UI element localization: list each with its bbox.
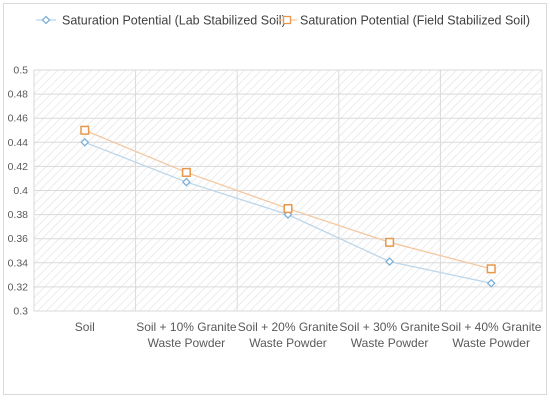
y-tick-label: 0.4 xyxy=(13,185,28,197)
data-point-diamond xyxy=(181,177,191,187)
x-category-label-line: Soil + 30% Granite xyxy=(339,320,440,334)
y-tick-label: 0.44 xyxy=(8,137,29,149)
y-tick-label: 0.42 xyxy=(8,161,29,173)
legend-item-field: Saturation Potential (Field Stabilized S… xyxy=(277,14,530,28)
legend-label-lab: Saturation Potential (Lab Stabilized Soi… xyxy=(62,14,286,28)
data-point-square xyxy=(80,125,90,135)
horizontal-gridlines xyxy=(34,69,542,312)
x-category-label: Soil + 40% Granite Waste Powder xyxy=(441,320,542,350)
legend-label-field: Saturation Potential (Field Stabilized S… xyxy=(300,14,530,28)
x-category-label-line: Soil + 20% Granite xyxy=(238,320,339,334)
x-category-label-line: Waste Powder xyxy=(148,336,226,350)
x-category-label: Soil + 20% Granite Waste Powder xyxy=(238,320,339,350)
y-tick-label: 0.48 xyxy=(8,89,29,101)
series-layer xyxy=(80,125,496,288)
x-category-label-line: Waste Powder xyxy=(452,336,530,350)
x-category-label-line: Waste Powder xyxy=(249,336,327,350)
data-point-square xyxy=(283,204,293,214)
data-point-square xyxy=(486,264,496,274)
legend-square-marker xyxy=(282,15,292,25)
data-point-diamond xyxy=(80,137,90,147)
x-category-label-line: Waste Powder xyxy=(351,336,429,350)
x-category-label: Soil + 30% Granite Waste Powder xyxy=(339,320,440,350)
legend: Saturation Potential (Lab Stabilized Soi… xyxy=(36,14,530,28)
y-tick-label: 0.34 xyxy=(8,257,29,269)
data-point-diamond xyxy=(486,278,496,288)
x-category-label-line: Soil + 40% Granite xyxy=(441,320,542,334)
legend-item-lab: Saturation Potential (Lab Stabilized Soi… xyxy=(36,14,286,28)
y-tick-label: 0.3 xyxy=(13,306,28,318)
y-tick-label: 0.32 xyxy=(8,281,29,293)
x-category-label: Soil xyxy=(75,320,95,334)
y-tick-label: 0.46 xyxy=(8,113,29,125)
series-field xyxy=(80,125,496,274)
legend-diamond-marker xyxy=(41,15,51,25)
y-tick-label: 0.38 xyxy=(8,209,29,221)
y-tick-label: 0.36 xyxy=(8,233,29,245)
data-point-diamond xyxy=(385,257,395,267)
x-category-label-line: Soil + 10% Granite xyxy=(136,320,237,334)
x-category-label-line: Soil xyxy=(75,320,95,334)
y-tick-label: 0.5 xyxy=(13,65,28,77)
data-point-square xyxy=(385,237,395,247)
x-category-label: Soil + 10% Granite Waste Powder xyxy=(136,320,237,350)
data-point-square xyxy=(181,167,191,177)
y-axis-tick-labels: 0.3 0.32 0.34 0.36 0.38 0.4 0.42 0.44 0.46 0.48 0.… xyxy=(8,65,29,318)
